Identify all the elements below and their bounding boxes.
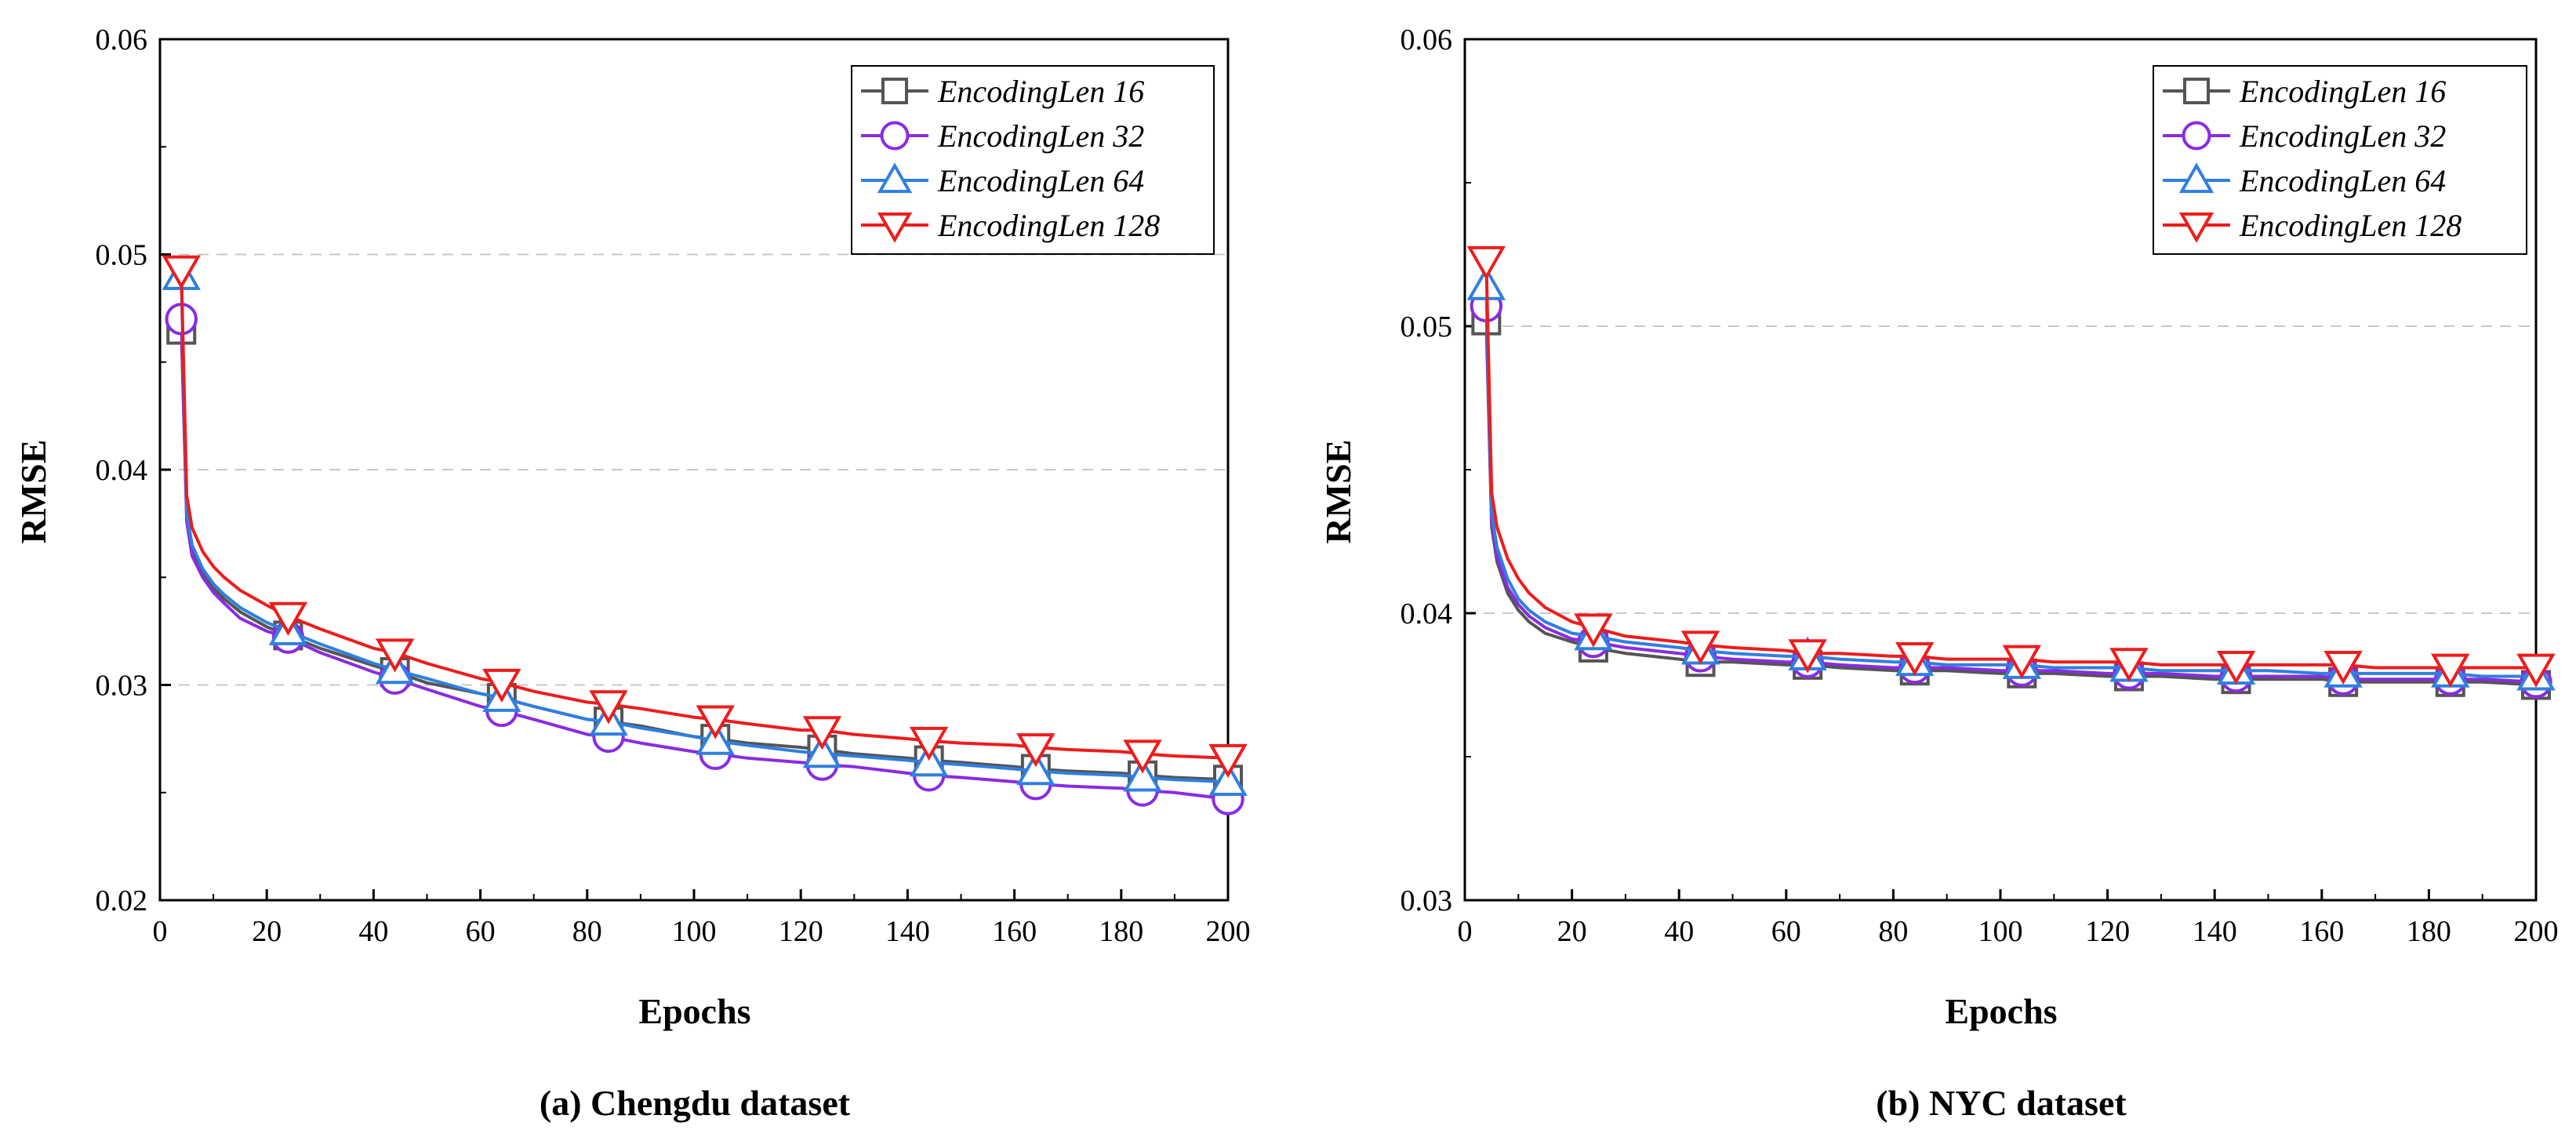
legend-entry: EncodingLen 128 — [861, 208, 1160, 243]
legend-marker — [2183, 78, 2210, 104]
data-point-encodinglen-128 — [1895, 641, 1935, 677]
data-point-encodinglen-128 — [2216, 650, 2256, 685]
data-point-encodinglen-64 — [1016, 751, 1055, 786]
x-tick-label: 80 — [572, 915, 602, 948]
y-tick-label: 0.06 — [1401, 24, 1453, 56]
legend-label: EncodingLen 64 — [2239, 163, 2446, 198]
legend-entry: EncodingLen 16 — [2163, 74, 2446, 109]
chart-caption: (a) Chengdu dataset — [540, 1083, 851, 1123]
chart-nyc: 0 20 40 60 80 100 120 140 160 180 200 0.03 0.04 0.05 0… — [1318, 24, 2559, 1123]
x-tick-label: 180 — [1099, 915, 1143, 948]
y-axis-title: RMSE — [13, 440, 53, 544]
x-tick-label: 40 — [1664, 915, 1694, 948]
legend-label: EncodingLen 16 — [2239, 74, 2446, 109]
y-tick-label: 0.02 — [96, 885, 148, 917]
legend-label: EncodingLen 64 — [937, 163, 1144, 198]
x-tick-label: 200 — [2514, 915, 2559, 948]
data-point-encodinglen-128 — [375, 638, 415, 673]
x-tick-label: 60 — [466, 915, 496, 948]
x-tick-label: 20 — [1557, 915, 1587, 948]
y-tick-label: 0.04 — [96, 454, 148, 487]
x-axis-title: Epochs — [638, 991, 750, 1031]
x-tick-label: 0 — [153, 915, 168, 948]
data-point-encodinglen-128 — [2431, 653, 2470, 688]
x-tick-label: 100 — [1978, 915, 2023, 948]
legend-label: EncodingLen 32 — [2239, 118, 2446, 154]
x-tick-label: 120 — [779, 915, 823, 948]
legend-entry: EncodingLen 64 — [2163, 162, 2446, 198]
data-point-encodinglen-128 — [2516, 653, 2556, 688]
data-point-encodinglen-128 — [1208, 743, 1248, 779]
data-point-encodinglen-128 — [589, 690, 628, 725]
legend-entry: EncodingLen 64 — [861, 162, 1144, 198]
legend-label: EncodingLen 128 — [2239, 208, 2462, 243]
legend-entry: EncodingLen 32 — [2163, 118, 2446, 154]
data-point-encodinglen-128 — [1016, 733, 1055, 768]
x-tick-label: 200 — [1206, 915, 1251, 948]
x-tick-label: 140 — [885, 915, 930, 948]
y-tick-label: 0.06 — [96, 24, 148, 56]
x-tick-label: 140 — [2193, 915, 2237, 948]
chart-chengdu: 0 20 40 60 80 100 120 140 160 180 200 0.02 0.03 0.04 0… — [13, 24, 1251, 1123]
x-tick-label: 160 — [992, 915, 1037, 948]
data-point-encodinglen-64 — [1123, 757, 1162, 792]
legend-marker — [881, 78, 908, 104]
series-line-encodinglen-128 — [1484, 260, 2536, 670]
legend-box — [2153, 65, 2527, 255]
legend-label: EncodingLen 32 — [937, 118, 1144, 154]
x-axis-title: Epochs — [1945, 991, 2057, 1031]
x-tick-label: 160 — [2299, 915, 2344, 948]
legend-marker — [880, 121, 910, 151]
legend-marker — [2178, 162, 2214, 194]
x-tick-label: 40 — [358, 915, 388, 948]
data-point-encodinglen-128 — [1123, 739, 1162, 774]
x-tick-label: 180 — [2407, 915, 2451, 948]
x-tick-label: 80 — [1878, 915, 1908, 948]
data-point-encodinglen-64 — [1208, 761, 1248, 796]
legend-entry: EncodingLen 128 — [2163, 208, 2462, 243]
legend-label: EncodingLen 128 — [937, 208, 1160, 243]
x-tick-label: 100 — [672, 915, 717, 948]
data-point-encodinglen-128 — [2002, 645, 2042, 679]
x-tick-label: 20 — [252, 915, 282, 948]
data-point-encodinglen-64 — [802, 734, 842, 768]
y-tick-label: 0.05 — [96, 239, 148, 272]
x-tick-label: 0 — [1458, 915, 1473, 948]
data-point-encodinglen-128 — [1574, 613, 1613, 648]
data-point-encodinglen-128 — [1788, 639, 1827, 674]
legend-marker — [877, 212, 913, 243]
y-tick-label: 0.05 — [1401, 311, 1453, 343]
legend-entry: EncodingLen 16 — [861, 74, 1144, 109]
legend-entry: EncodingLen 32 — [861, 118, 1144, 154]
legend-marker — [2182, 121, 2211, 151]
y-tick-label: 0.04 — [1401, 598, 1453, 630]
data-point-encodinglen-128 — [1680, 630, 1720, 665]
data-point-encodinglen-128 — [482, 668, 521, 703]
y-tick-label: 0.03 — [1401, 885, 1453, 917]
legend-marker — [877, 162, 913, 194]
series-line-encodinglen-64 — [1484, 285, 2536, 678]
series-line-encodinglen-32 — [1484, 306, 2537, 684]
data-point-encodinglen-128 — [2109, 648, 2149, 682]
series-line-encodinglen-16 — [1484, 320, 2537, 687]
legend-box — [851, 65, 1215, 255]
data-point-encodinglen-128 — [1466, 245, 1506, 281]
y-axis-title: RMSE — [1318, 440, 1358, 544]
data-point-encodinglen-128 — [802, 716, 842, 750]
data-point-encodinglen-128 — [909, 726, 949, 761]
chart-caption: (b) NYC dataset — [1876, 1083, 2127, 1123]
data-point-encodinglen-128 — [268, 601, 308, 636]
data-point-encodinglen-128 — [162, 255, 201, 289]
y-tick-label: 0.03 — [96, 670, 148, 703]
x-tick-label: 120 — [2085, 915, 2130, 948]
data-point-encodinglen-128 — [696, 705, 735, 739]
legend-label: EncodingLen 16 — [937, 74, 1144, 109]
legend-marker — [2178, 212, 2214, 243]
x-tick-label: 60 — [1771, 915, 1801, 948]
data-point-encodinglen-128 — [2323, 650, 2363, 685]
